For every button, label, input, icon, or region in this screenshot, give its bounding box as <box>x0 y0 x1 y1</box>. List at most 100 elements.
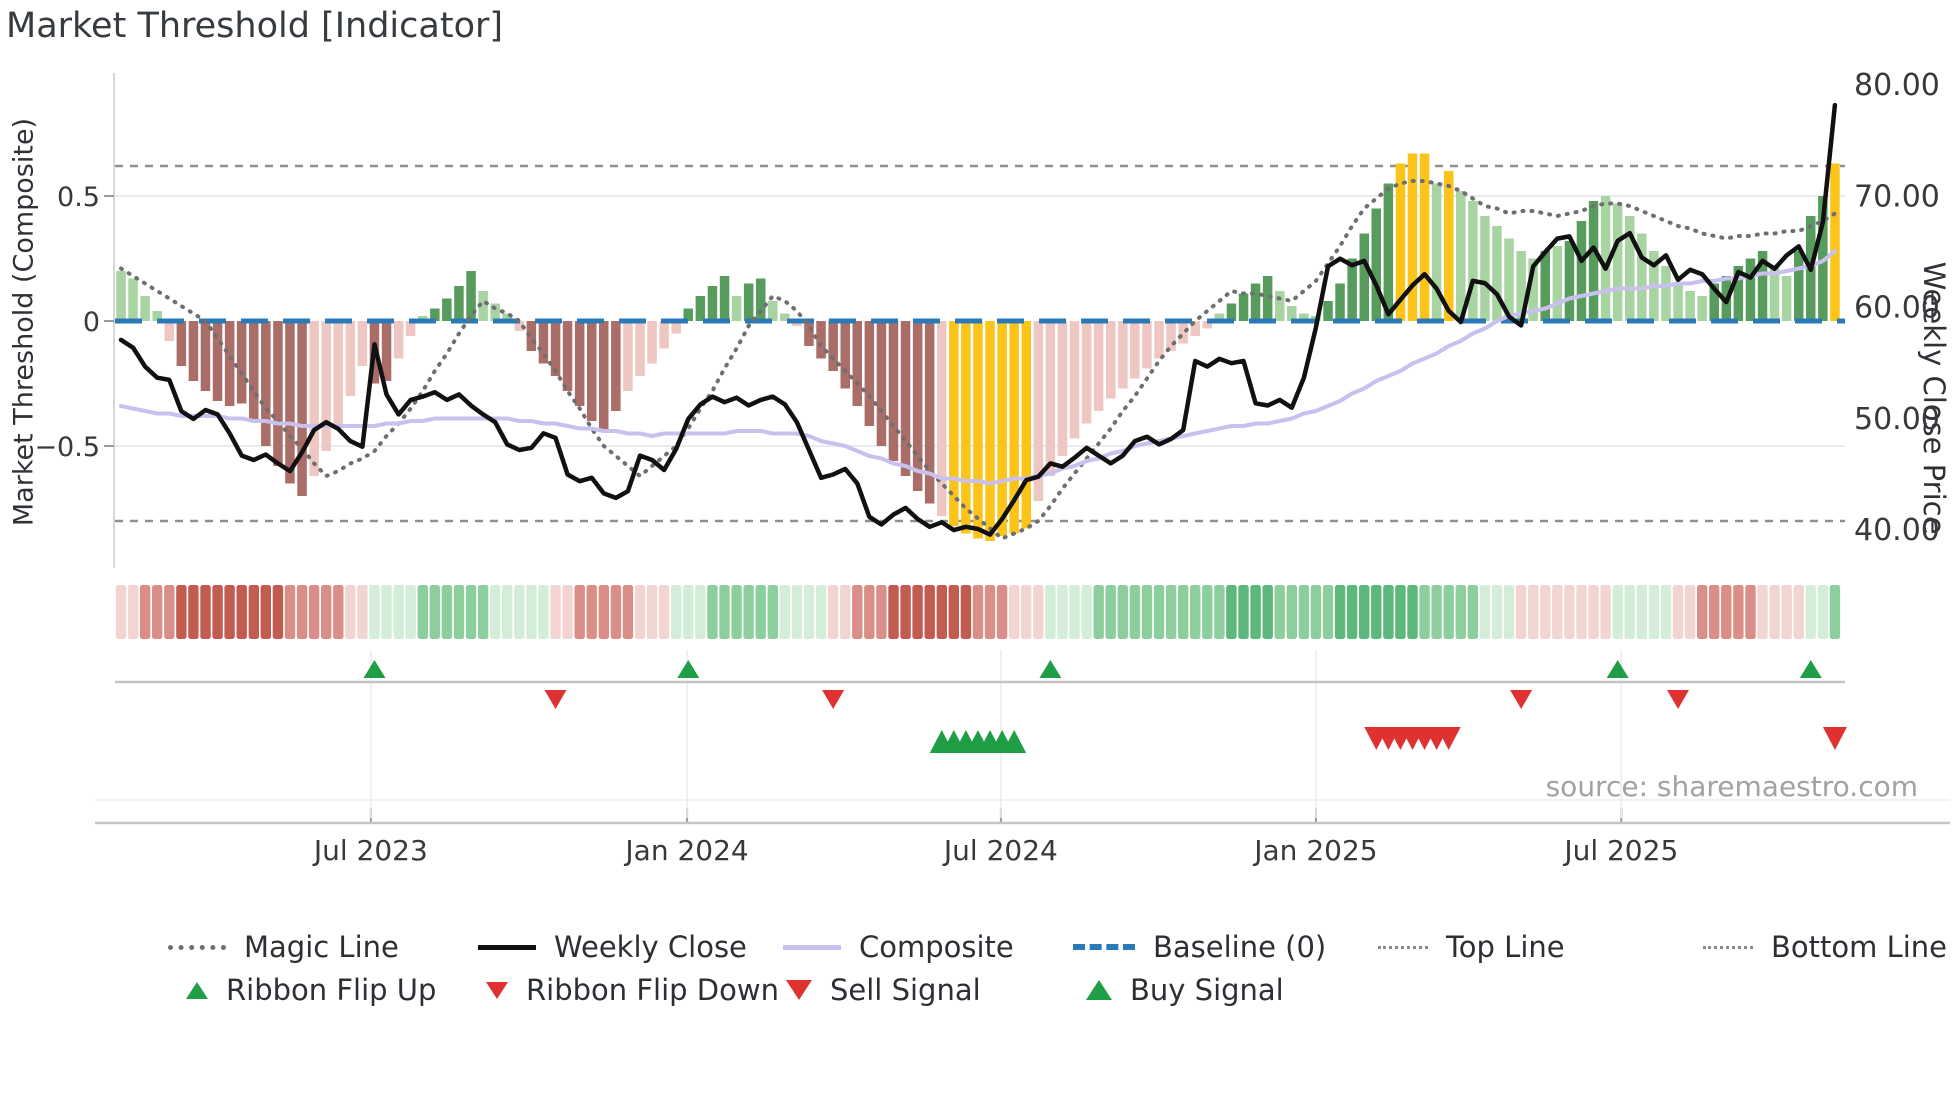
threshold-bar <box>949 321 959 526</box>
solid-purple-swatch-icon <box>783 944 841 950</box>
threshold-bar <box>249 321 259 421</box>
ribbon-flip-down-marker <box>822 690 845 709</box>
threshold-bar <box>1226 303 1237 321</box>
ribbon-cell <box>1805 585 1816 639</box>
legend-item-sell-signal: Sell Signal <box>786 973 981 1007</box>
x-tick-label: Jul 2024 <box>942 834 1058 867</box>
ribbon-cell <box>1141 585 1153 639</box>
ribbon-cell <box>1081 585 1092 639</box>
dotted-gray-swatch-icon <box>168 944 226 950</box>
threshold-bar <box>1528 258 1538 321</box>
ribbon-cell <box>1829 585 1841 639</box>
threshold-bar <box>1021 321 1031 529</box>
ribbon-cell <box>1069 585 1080 639</box>
threshold-bar <box>1359 233 1369 321</box>
threshold-bar <box>1637 233 1647 321</box>
ribbon-flip-up-marker <box>677 660 700 678</box>
threshold-bar <box>1709 283 1719 321</box>
ribbon-cell <box>1153 585 1165 639</box>
ribbon-cell <box>755 585 766 639</box>
buy-signal-marker <box>1002 730 1027 753</box>
ribbon-cell <box>1105 585 1116 639</box>
threshold-bar <box>756 278 766 321</box>
ribbon-cell <box>321 585 332 639</box>
ribbon-cell <box>936 585 947 639</box>
legend-label: Bottom Line <box>1771 930 1948 964</box>
ribbon-cell <box>1383 585 1394 639</box>
threshold-bar <box>1383 183 1394 321</box>
threshold-bar <box>526 321 537 351</box>
dashed-blue-swatch-icon <box>1073 944 1135 950</box>
legend-item-ribbon-flip-down: Ribbon Flip Down <box>486 973 779 1007</box>
ribbon-cell <box>1636 585 1647 639</box>
threshold-bar <box>1431 183 1442 321</box>
threshold-bar <box>1576 221 1587 321</box>
ribbon-cell <box>1672 585 1684 639</box>
ribbon-cell <box>1274 585 1285 639</box>
ribbon-cell <box>1033 585 1044 639</box>
ribbon-cell <box>1021 585 1032 639</box>
ribbon-cell <box>1697 585 1708 639</box>
threshold-bar <box>1612 203 1623 321</box>
ribbon-flip-up-marker <box>1606 660 1629 678</box>
threshold-bar <box>768 301 778 321</box>
threshold-bar <box>1033 321 1044 501</box>
threshold-bar <box>357 321 368 366</box>
ribbon-cell <box>1346 585 1358 639</box>
threshold-bar <box>1456 191 1466 321</box>
ribbon-cell <box>441 585 453 639</box>
ribbon-cell <box>646 585 658 639</box>
threshold-bar <box>1287 306 1297 321</box>
threshold-bar <box>1142 321 1152 369</box>
x-tick-label: Jul 2025 <box>1562 834 1678 867</box>
ribbon-cell <box>1334 585 1346 639</box>
ribbon-cell <box>284 585 296 639</box>
threshold-bar <box>273 321 283 466</box>
threshold-bar <box>188 321 199 381</box>
threshold-bar <box>1371 208 1381 321</box>
ribbon-cell <box>369 585 380 639</box>
ribbon-cell <box>1407 585 1418 639</box>
ribbon-cell <box>1419 585 1430 639</box>
ribbon-cell <box>1093 585 1104 639</box>
ribbon-cell <box>1660 585 1672 639</box>
ribbon-cell <box>477 585 489 639</box>
threshold-bar <box>973 321 983 539</box>
ribbon-cell <box>1817 585 1829 639</box>
ribbon-cell <box>1745 585 1756 639</box>
legend-label: Ribbon Flip Down <box>526 973 779 1007</box>
threshold-bar <box>1552 246 1563 321</box>
threshold-bar <box>912 321 923 491</box>
threshold-bar <box>1516 251 1526 321</box>
threshold-bar <box>611 321 621 411</box>
threshold-bar <box>924 321 935 504</box>
ribbon-cell <box>1769 585 1780 639</box>
sell-signal-marker <box>1436 727 1461 750</box>
ribbon-cell <box>1057 585 1068 639</box>
ribbon-cell <box>526 585 537 639</box>
ribbon-cell <box>490 585 501 639</box>
ribbon-cell <box>236 585 247 639</box>
right-tick-label: 60.00 <box>1854 291 1940 326</box>
ribbon-cell <box>308 585 320 639</box>
threshold-bar <box>1347 258 1357 321</box>
tick-labels: 0.5 0 −0.5 80.00 70.00 60.00 50.00 40.00 Jul 202… <box>34 68 1939 867</box>
ribbon-flip-down-marker <box>544 690 567 709</box>
ribbon-cell <box>864 585 875 639</box>
threshold-bar <box>1419 153 1430 321</box>
ribbon-cell <box>333 585 344 639</box>
threshold-bar <box>1745 258 1756 321</box>
ribbon-cell <box>1503 585 1515 639</box>
threshold-bar <box>140 296 150 321</box>
ribbon-cell <box>1202 585 1213 639</box>
legend-label: Baseline (0) <box>1153 930 1327 964</box>
legend-item-magic-line: Magic Line <box>168 930 399 964</box>
ribbon-cell <box>1624 585 1635 639</box>
ribbon-cell <box>562 585 573 639</box>
composite-line <box>119 249 1837 486</box>
ribbon-cell <box>115 585 127 639</box>
legend-item-weekly-close: Weekly Close <box>478 930 747 964</box>
threshold-bar <box>381 321 392 381</box>
threshold-bar <box>1794 251 1804 321</box>
threshold-bar <box>1057 321 1068 456</box>
